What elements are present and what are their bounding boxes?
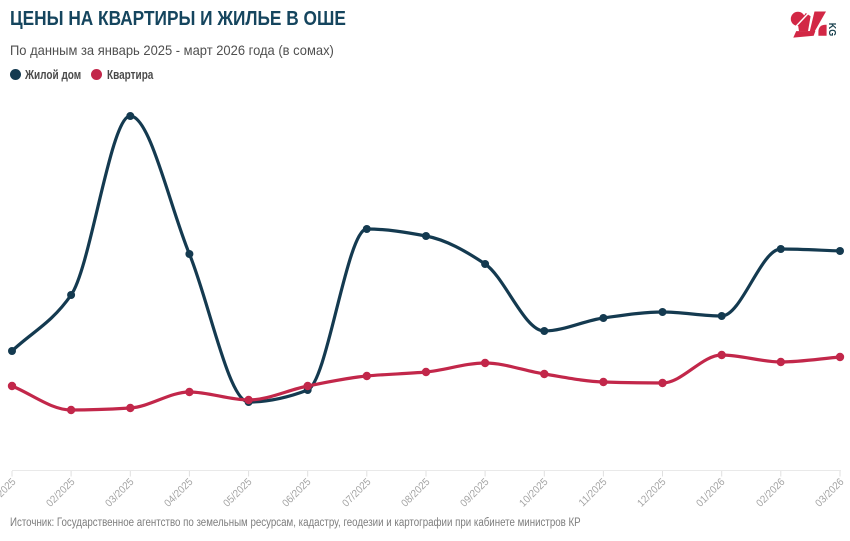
svg-text:KG: KG: [826, 23, 837, 37]
